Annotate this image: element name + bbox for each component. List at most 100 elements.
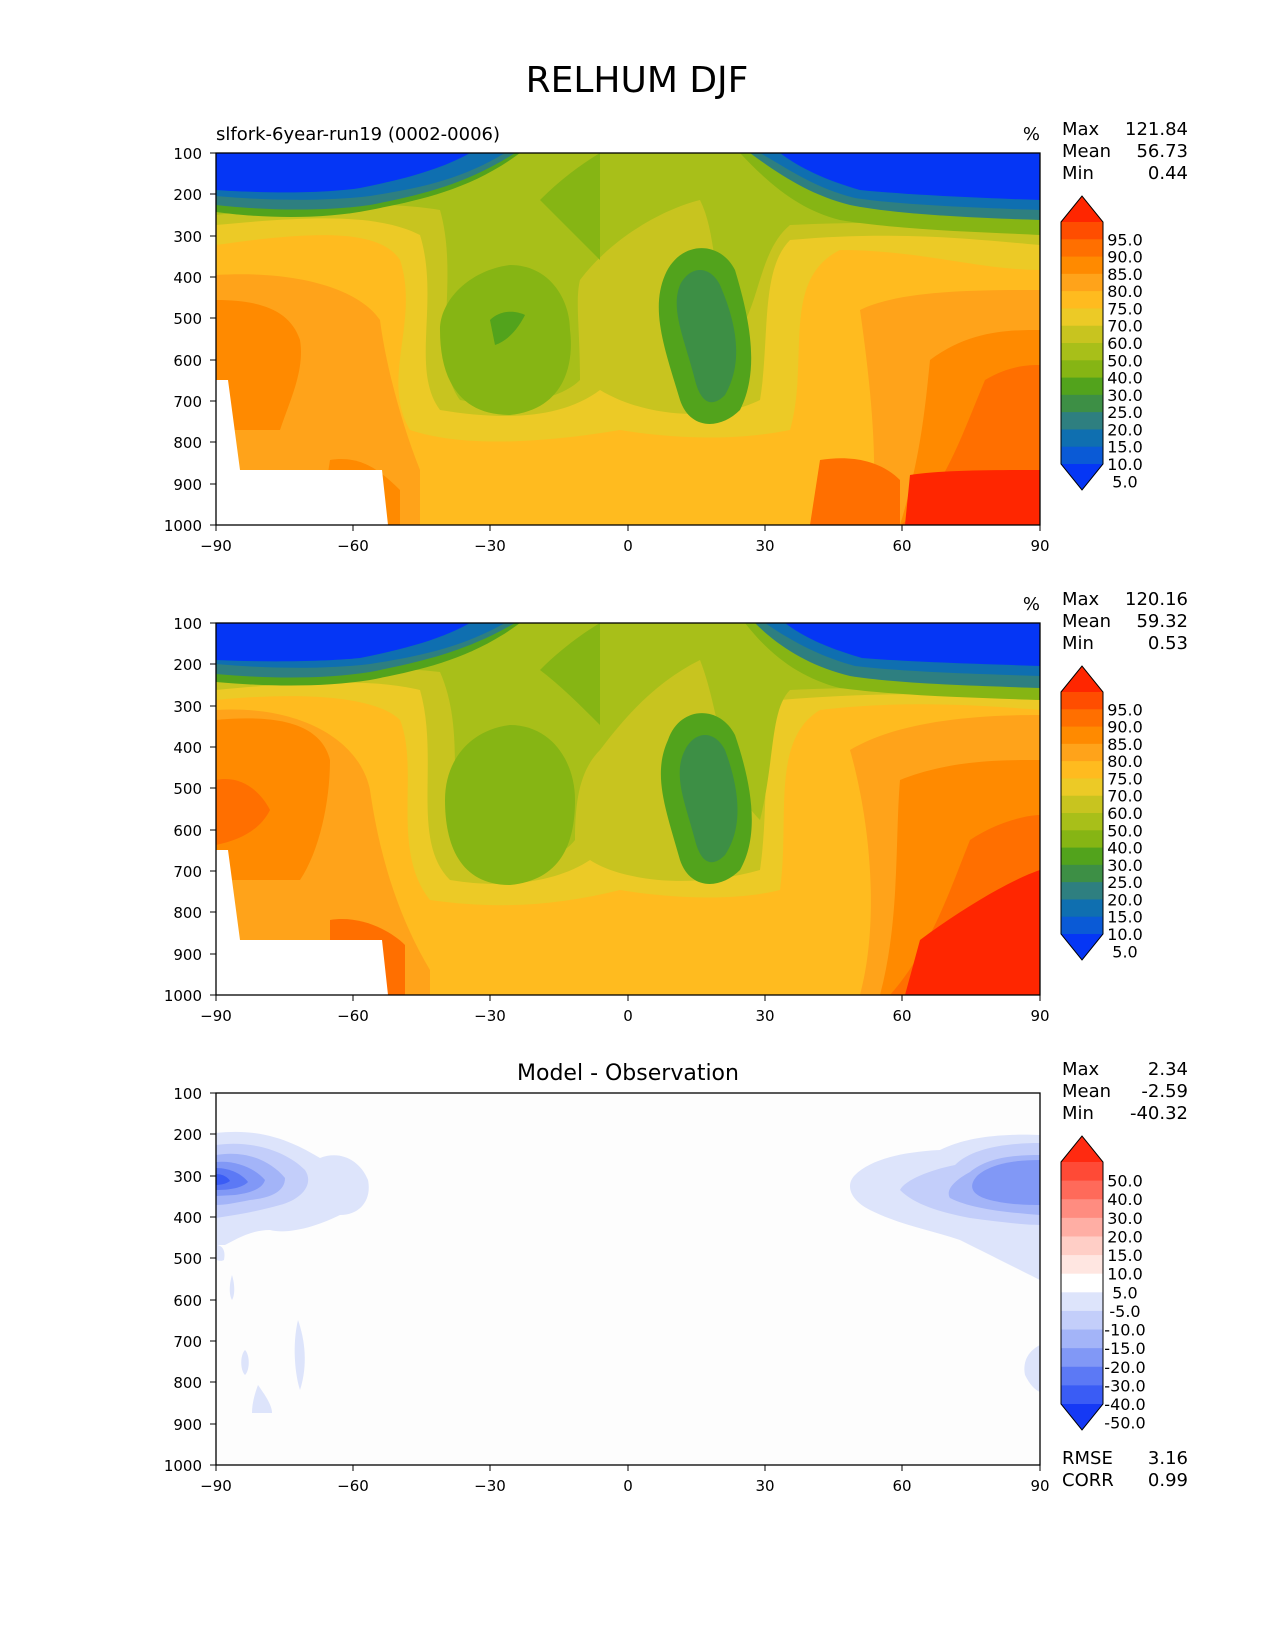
colorbar-segment bbox=[1061, 830, 1103, 849]
panel-model: slfork-6year-run19 (0002-0006) % −90 −60… bbox=[164, 119, 1188, 555]
colorbar-level-label: 60.0 bbox=[1107, 804, 1143, 823]
colorbar-segment bbox=[1061, 1162, 1103, 1182]
colorbar-segment bbox=[1061, 446, 1103, 465]
y-tick-label: 300 bbox=[173, 1168, 202, 1186]
y-tick-label: 800 bbox=[173, 434, 202, 452]
stat-label: Min bbox=[1062, 1103, 1094, 1124]
x-ticks-difference: −90 −60 −30 0 30 60 90 bbox=[200, 1465, 1050, 1495]
colorbar-segment bbox=[1061, 1255, 1103, 1275]
x-tick-label: 0 bbox=[623, 1477, 633, 1495]
y-tick-label: 100 bbox=[173, 615, 202, 633]
colorbar-level-label: 70.0 bbox=[1107, 787, 1143, 806]
colorbar-level-label: 40.0 bbox=[1107, 369, 1143, 388]
y-tick-label: 900 bbox=[173, 946, 202, 964]
y-tick-label: 800 bbox=[173, 904, 202, 922]
y-tick-label: 700 bbox=[173, 393, 202, 411]
x-tick-label: −30 bbox=[474, 1477, 506, 1495]
colorbar-level-label: 15.0 bbox=[1107, 908, 1143, 927]
x-tick-label: 90 bbox=[1030, 1007, 1049, 1025]
y-tick-label: 900 bbox=[173, 1416, 202, 1434]
colorbar-segment bbox=[1061, 325, 1103, 344]
colorbar-segment bbox=[1061, 394, 1103, 413]
colorbar-min-extension bbox=[1061, 464, 1103, 490]
y-tick-label: 600 bbox=[173, 1292, 202, 1310]
colorbar-level-label: 75.0 bbox=[1107, 769, 1143, 788]
colorbar-outline bbox=[1060, 665, 1104, 961]
x-tick-label: 60 bbox=[892, 537, 911, 555]
contour-fill-difference bbox=[216, 1093, 1040, 1465]
colorbar-segment bbox=[1061, 795, 1103, 814]
y-tick-label: 200 bbox=[173, 186, 202, 204]
colorbar-level-label: 50.0 bbox=[1107, 351, 1143, 370]
colorbar-outline bbox=[1060, 195, 1104, 491]
colorbar-segment bbox=[1061, 377, 1103, 396]
y-ticks-difference: 100 200 300 400 500 600 700 800 900 1000 bbox=[164, 1085, 216, 1475]
stats-difference: Max 2.34 Mean -2.59 Min -40.32 bbox=[1062, 1059, 1188, 1124]
y-tick-label: 700 bbox=[173, 1333, 202, 1351]
y-ticks-observation: 100 200 300 400 500 600 700 800 900 1000 bbox=[164, 615, 216, 1005]
colorbar-level-label: 40.0 bbox=[1107, 1190, 1143, 1209]
colorbar-level-label: 15.0 bbox=[1107, 438, 1143, 457]
colorbar-level-label: 25.0 bbox=[1107, 403, 1143, 422]
rmse-label: RMSE bbox=[1062, 1448, 1113, 1469]
stat-label: Mean bbox=[1062, 611, 1111, 632]
colorbar-level-label: 90.0 bbox=[1107, 248, 1143, 267]
panel-difference: Model - Observation −90 −60 −30 0 30 60 … bbox=[164, 1059, 1188, 1495]
panel-difference-title: Model - Observation bbox=[517, 1061, 739, 1086]
colorbar-segment bbox=[1061, 1348, 1103, 1368]
y-tick-label: 900 bbox=[173, 476, 202, 494]
stat-value: 0.44 bbox=[1148, 163, 1188, 184]
x-tick-label: 90 bbox=[1030, 537, 1049, 555]
colorbar-level-label: 90.0 bbox=[1107, 718, 1143, 737]
x-ticks-model: −90 −60 −30 0 30 60 90 bbox=[200, 525, 1050, 555]
x-tick-label: −30 bbox=[474, 1007, 506, 1025]
colorbar-level-label: 30.0 bbox=[1107, 386, 1143, 405]
colorbar-segment bbox=[1061, 1310, 1103, 1331]
y-ticks-model: 100 200 300 400 500 600 700 800 900 1000 bbox=[164, 145, 216, 535]
x-tick-label: −30 bbox=[474, 537, 506, 555]
colorbar-segment bbox=[1061, 412, 1103, 430]
x-tick-label: −60 bbox=[337, 537, 369, 555]
y-tick-label: 600 bbox=[173, 822, 202, 840]
colorbar-level-label: 20.0 bbox=[1107, 420, 1143, 439]
stat-label: Mean bbox=[1062, 141, 1111, 162]
x-tick-label: 0 bbox=[623, 537, 633, 555]
corr-value: 0.99 bbox=[1148, 1470, 1188, 1491]
colorbar-segment bbox=[1061, 864, 1103, 883]
stat-value: 59.32 bbox=[1136, 611, 1188, 632]
y-tick-label: 500 bbox=[173, 310, 202, 328]
stat-value: 2.34 bbox=[1148, 1059, 1188, 1080]
colorbar-segment bbox=[1061, 308, 1103, 327]
colorbar-level-label: 85.0 bbox=[1107, 265, 1143, 284]
colorbar-level-label: -50.0 bbox=[1104, 1414, 1145, 1433]
colorbar-segment bbox=[1061, 1329, 1103, 1349]
colorbar-max-extension bbox=[1061, 196, 1103, 222]
colorbar-segment bbox=[1061, 916, 1103, 935]
stats-model: Max 121.84 Mean 56.73 Min 0.44 bbox=[1062, 119, 1188, 184]
colorbar-level-label: -5.0 bbox=[1109, 1302, 1140, 1321]
y-tick-label: 500 bbox=[173, 780, 202, 798]
x-tick-label: −90 bbox=[200, 537, 232, 555]
colorbar-segment bbox=[1061, 256, 1103, 275]
colorbar-level-label: 85.0 bbox=[1107, 735, 1143, 754]
colorbar-level-label: -30.0 bbox=[1104, 1376, 1145, 1395]
y-tick-label: 600 bbox=[173, 352, 202, 370]
y-tick-label: 500 bbox=[173, 1250, 202, 1268]
colorbar-level-label: 5.0 bbox=[1112, 942, 1137, 961]
panel-model-units: % bbox=[1023, 124, 1040, 145]
colorbar-segment bbox=[1061, 343, 1103, 361]
y-tick-label: 200 bbox=[173, 656, 202, 674]
stat-value: 0.53 bbox=[1148, 633, 1188, 654]
colorbar-min-extension bbox=[1061, 934, 1103, 960]
x-tick-label: 90 bbox=[1030, 1477, 1049, 1495]
colorbar-level-label: -40.0 bbox=[1104, 1395, 1145, 1414]
colorbar-segment bbox=[1061, 709, 1103, 728]
colorbar-segment bbox=[1061, 1366, 1103, 1386]
x-tick-label: 60 bbox=[892, 1007, 911, 1025]
colorbar-level-label: 50.0 bbox=[1107, 821, 1143, 840]
x-tick-label: −90 bbox=[200, 1477, 232, 1495]
colorbar-segment bbox=[1061, 847, 1103, 866]
colorbar-segment bbox=[1061, 692, 1103, 710]
colorbar-segment bbox=[1061, 1217, 1103, 1237]
colorbar-level-label: 10.0 bbox=[1107, 455, 1143, 474]
